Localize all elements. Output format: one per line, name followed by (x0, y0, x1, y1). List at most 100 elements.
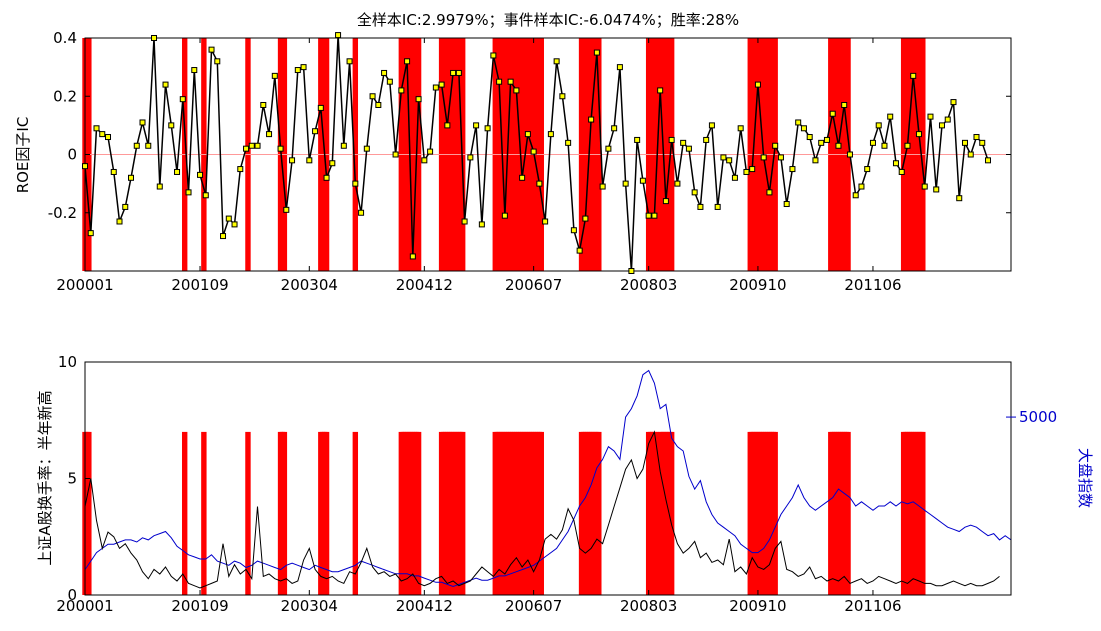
ic-data-point (772, 142, 779, 149)
ic-data-point (950, 99, 957, 106)
ic-data-point (145, 142, 152, 149)
y-tick-label: 0 (67, 586, 77, 604)
ic-data-point (703, 136, 710, 143)
ic-data-point (864, 166, 871, 173)
ic-data-point (611, 125, 618, 132)
event-bar (201, 431, 207, 595)
x-tick-label: 201106 (844, 276, 901, 294)
bottom-x-axis: 200001 200109 200304 200412 200607 200803 2009… (56, 590, 902, 615)
ic-data-point (225, 215, 232, 222)
ic-data-point (87, 230, 94, 237)
ic-data-point (179, 96, 186, 103)
ic-data-point (547, 131, 554, 138)
ic-data-point (628, 268, 635, 274)
ic-data-point (392, 151, 399, 158)
ic-data-point (358, 209, 365, 216)
ic-data-point (582, 215, 589, 222)
market-index-line (84, 369, 1012, 588)
ic-data-point (961, 139, 968, 146)
ic-data-point (110, 168, 117, 175)
ic-data-point (818, 139, 825, 146)
ic-data-point (835, 142, 842, 149)
x-tick-label: 200109 (171, 597, 228, 615)
ic-data-point (777, 154, 784, 161)
ic-data-point (645, 212, 652, 219)
ic-data-point (386, 78, 393, 85)
ic-data-point (576, 247, 583, 254)
ic-data-point (812, 157, 819, 164)
ic-data-point (846, 151, 853, 158)
ic-data-point (869, 139, 876, 146)
ic-data-point (363, 145, 370, 152)
ic-data-point (979, 139, 986, 146)
ic-data-point (375, 101, 382, 108)
event-bar (86, 431, 92, 595)
ic-data-point (530, 148, 537, 155)
ic-data-point (662, 198, 669, 205)
ic-data-point (708, 122, 715, 129)
ic-data-point (680, 139, 687, 146)
event-bar (920, 431, 926, 595)
ic-data-point (254, 142, 261, 149)
x-tick-label: 200803 (620, 597, 677, 615)
ic-data-point (82, 163, 88, 170)
ic-series-line (84, 35, 989, 272)
ic-data-point (588, 116, 595, 123)
ic-data-point (191, 67, 198, 74)
ic-data-point (116, 218, 123, 225)
ic-data-point (427, 148, 434, 155)
ic-data-point (829, 110, 836, 117)
event-bar (538, 431, 544, 595)
ic-data-point (335, 32, 342, 39)
ic-data-point (139, 119, 146, 126)
ic-data-point (892, 160, 899, 167)
ic-data-point (519, 174, 526, 181)
ic-data-point (726, 157, 733, 164)
ic-data-point (956, 195, 963, 202)
ic-data-point (450, 69, 457, 76)
ic-data-point (898, 168, 905, 175)
ic-data-point (875, 122, 882, 129)
ic-data-point (737, 125, 744, 132)
bottom-right-y-axis-label: 大盘指数 (1076, 448, 1094, 508)
top-chart-title: 全样本IC:2.9979%；事件样本IC:-6.0474%；胜率:28% (357, 11, 739, 29)
ic-data-point (749, 166, 756, 173)
ic-data-point (438, 81, 445, 88)
ic-data-point (168, 122, 175, 129)
x-tick-label: 200001 (56, 276, 113, 294)
ic-data-point (283, 206, 290, 213)
x-tick-label: 200001 (56, 597, 113, 615)
ic-data-point (881, 142, 888, 149)
ic-data-point (473, 122, 480, 129)
top-y-axis: -0.2 0 0.2 0.4 (48, 29, 1011, 222)
x-tick-label: 200803 (620, 276, 677, 294)
ic-data-point (967, 151, 974, 158)
ic-data-point (369, 93, 376, 100)
ic-data-point (743, 168, 750, 175)
ic-data-point (312, 128, 319, 135)
ic-data-point (237, 166, 244, 173)
ic-data-point (133, 142, 140, 149)
x-tick-label: 200607 (505, 276, 562, 294)
ic-data-point (300, 64, 307, 71)
y-tick-label: -0.2 (48, 204, 77, 222)
y-tick-label: 5 (67, 470, 77, 488)
ic-data-point (151, 35, 158, 41)
ic-data-point (938, 122, 945, 129)
ic-data-point (921, 183, 928, 190)
ic-data-point (783, 201, 790, 208)
top-y-axis-label: ROE因子IC (14, 117, 32, 194)
ic-data-point (795, 119, 802, 126)
ic-data-point (910, 72, 917, 79)
ic-data-point (806, 134, 813, 141)
ic-data-point (162, 81, 169, 88)
ic-data-point (858, 183, 865, 190)
ic-data-point (599, 183, 606, 190)
x-tick-label: 200607 (505, 597, 562, 615)
ic-data-point (266, 131, 273, 138)
top-chart: 全样本IC:2.9979%；事件样本IC:-6.0474%；胜率:28% -0.… (14, 11, 1012, 294)
ic-data-point (260, 101, 267, 108)
ic-data-point (289, 157, 296, 164)
event-bar (772, 431, 778, 595)
